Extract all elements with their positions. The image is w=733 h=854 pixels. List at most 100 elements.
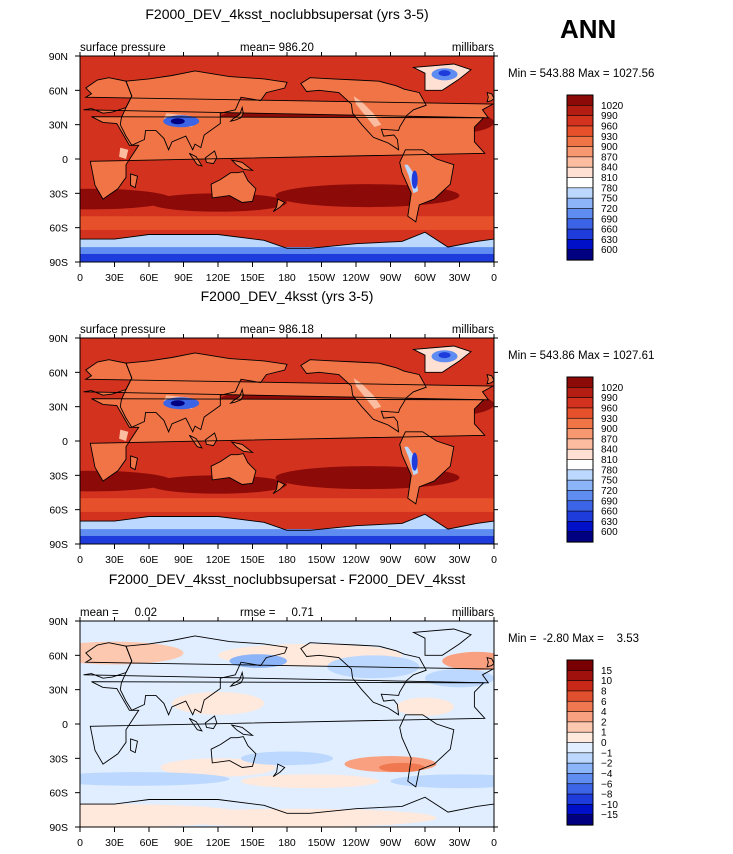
diff-positive-anomaly [160,758,276,777]
colorbar-swatch [566,521,594,533]
coastline-borneo [204,715,218,730]
y-tick-label: 90S [49,257,68,269]
colorbar-swatch [566,742,594,754]
mean-label: rmse = 0.71 [240,607,314,619]
colorbar-label: 870 [601,152,618,163]
colorbar-label: −8 [601,790,613,801]
x-tick-label: 120E [206,837,231,849]
colorbar-label: 10 [601,676,613,687]
contour-field [80,56,494,262]
antarctic-plateau [80,247,494,257]
x-tick-label: 60W [414,837,436,849]
colorbar-swatch [566,135,594,148]
x-tick-label: 30W [449,837,471,849]
colorbar-swatch [566,490,594,502]
southern-ocean-band [80,216,494,230]
x-tick-label: 150W [308,837,336,849]
coastline-japan [229,387,244,405]
coastline-madagascar [130,738,139,754]
contour-field [80,621,494,827]
colorbar-label: 750 [601,476,618,487]
x-tick-label: 90W [380,837,402,849]
y-tick-label: 0 [62,436,68,448]
y-tick-label: 60N [49,367,68,379]
coastline-namerica [300,642,427,716]
land-australia [211,453,256,485]
x-tick-label: 150E [240,837,265,849]
colorbar-label: 600 [601,527,618,538]
highland-rockies [353,378,382,409]
x-tick-label: 30E [105,554,124,566]
x-tick-label: 60E [140,272,159,284]
colorbar-swatch [566,500,594,512]
y-tick-label: 90N [49,51,68,63]
colorbar-swatch [566,239,594,251]
x-tick-label: 60W [414,272,436,284]
colorbar-swatch [566,417,594,430]
colorbar-label: 810 [601,173,618,184]
land-borneo [205,151,217,164]
x-tick-label: 30W [449,554,471,566]
coastline-namerica [300,359,427,433]
x-tick-label: 120W [342,272,370,284]
x-tick-label: 0 [491,554,497,566]
colorbar-swatch [566,376,594,388]
units-label: millibars [452,324,494,336]
coastline-uk [486,91,494,103]
colorbar-swatch [566,397,594,409]
x-tick-label: 90E [174,272,193,284]
coastline-australia [210,453,257,485]
x-tick-label: 120W [342,837,370,849]
x-tick-label: 120E [206,272,231,284]
coastline-uk [486,373,494,385]
colorbar-swatch [566,690,594,702]
colorbar-swatch [566,762,594,775]
high-pressure-band [80,470,172,492]
colorbar-swatch [566,531,594,543]
y-tick-label: 60S [49,788,68,800]
colorbar-swatch [566,146,594,158]
colorbar-swatch [566,125,594,137]
diff-positive-anomaly [442,651,494,671]
colorbar-swatch [566,208,594,220]
coastline-uk [486,656,494,668]
colorbar-frame [566,376,594,543]
coastline-newzealand [272,198,286,212]
colorbar-label: 630 [601,517,618,528]
colorbar-swatch [566,814,594,826]
antarctic-core [80,535,494,544]
colorbar-swatch [566,438,594,450]
colorbar-swatch [566,166,594,179]
x-tick-label: 30W [449,272,471,284]
y-tick-label: 60N [49,85,68,97]
coastline-africa [89,398,486,482]
colorbar-label: 4 [601,707,607,718]
min-max-label: Min = 543.88 Max = 1027.56 [508,68,654,80]
coastline-antarctica [80,513,494,544]
high-pressure-band [80,188,172,210]
colorbar-label: 900 [601,424,618,435]
x-tick-label: 90E [174,837,193,849]
colorbar-swatch [566,711,594,723]
y-tick-label: 60N [49,650,68,662]
colorbar-label: 2 [601,717,607,728]
colorbar-swatch [566,156,594,168]
colorbar-label: 690 [601,214,618,225]
y-tick-label: 30S [49,188,68,200]
coastline-borneo [204,432,218,447]
mean-label: mean= 986.20 [240,42,314,54]
x-tick-label: 150W [308,272,336,284]
mean-label: mean= 986.18 [240,324,314,336]
contour-field [80,338,494,544]
coastline-namerica [300,77,427,151]
colorbar-swatch [566,228,594,240]
map-panel-1: F2000_DEV_4ksst_noclubbsupersat (yrs 3-5… [49,6,655,284]
colorbar-label: 690 [601,496,618,507]
colorbar-label: 6 [601,697,607,708]
y-tick-label: 30N [49,120,68,132]
x-tick-label: 150W [308,554,336,566]
y-tick-label: 90S [49,539,68,551]
x-tick-label: 180 [278,554,296,566]
colorbar-label: −4 [601,769,613,780]
variable-label: surface pressure [80,324,166,336]
